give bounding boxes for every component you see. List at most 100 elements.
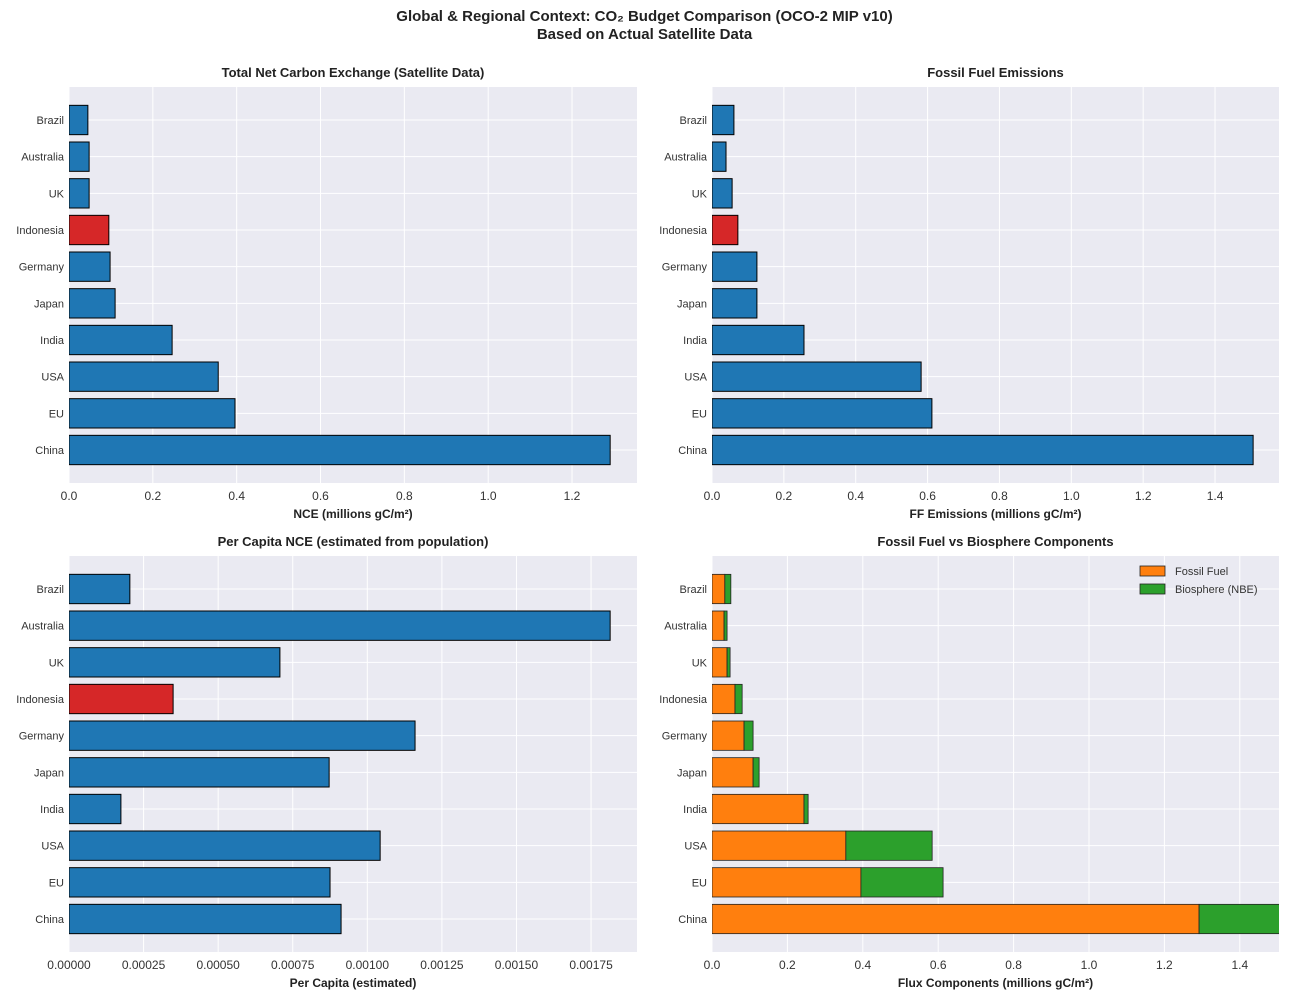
x-tick-label: 0.6 [312, 489, 329, 503]
x-tick-label: 0.00075 [271, 958, 315, 972]
y-tick-label: China [35, 914, 65, 926]
subplot-4: 0.0 0.2 0.4 0.6 0.8 1.0 1.2 1.4 China EU USA India J… [659, 534, 1279, 990]
y-tick-label: Indonesia [659, 694, 708, 706]
bar-fossil-brazil [712, 573, 726, 605]
bar-biosphere-japan [752, 757, 760, 788]
bar-japan [712, 288, 758, 319]
x-tick-label: 0.0 [61, 489, 78, 503]
bar-biosphere-brazil [724, 573, 732, 605]
x-tick-label: 1.0 [1081, 958, 1098, 972]
x-tick-label: 0.00100 [346, 958, 390, 972]
bar-eu [712, 398, 933, 429]
x-tick-label: 0.2 [779, 958, 796, 972]
legend: Fossil Fuel Biosphere (NBE) [1139, 565, 1258, 596]
bar-uk [69, 178, 90, 209]
bar-fossil-australia [712, 610, 725, 641]
bar-eu [69, 867, 331, 898]
x-tick-label: 0.8 [1005, 958, 1022, 972]
y-tick-label: Australia [21, 152, 65, 164]
bar-australia [712, 141, 727, 172]
y-tick-label: EU [49, 408, 64, 420]
y-tick-label: Brazil [679, 115, 707, 127]
y-tick-label: China [678, 445, 708, 457]
x-tick-label: 0.0 [704, 489, 721, 503]
x-tick-label: 0.6 [919, 489, 936, 503]
bar-biosphere-germany [743, 720, 754, 751]
y-tick-label: Japan [34, 767, 64, 779]
y-tick-label: Indonesia [659, 225, 708, 237]
bar-india [69, 324, 173, 356]
y-tick-label: EU [692, 408, 707, 420]
y-tick-label: UK [692, 657, 708, 669]
bars [69, 573, 611, 935]
y-tick-label: India [683, 335, 708, 347]
y-tick-label: Germany [19, 731, 65, 743]
legend-swatch [1139, 565, 1166, 577]
bar-china [712, 434, 1254, 466]
y-tick-label: USA [684, 841, 707, 853]
bar-biosphere-usa [845, 830, 933, 861]
bar-fossil-china [712, 903, 1200, 935]
x-tick-label: 0.0 [704, 958, 721, 972]
x-tick-label: 0.2 [144, 489, 161, 503]
bar-biosphere-india [803, 793, 809, 825]
bar-china [69, 434, 611, 466]
y-tick-label: USA [684, 372, 707, 384]
x-tick-label: 1.0 [480, 489, 497, 503]
bar-fossil-japan [712, 757, 754, 788]
x-tick-label: 0.6 [930, 958, 947, 972]
y-tick-label: Indonesia [16, 225, 65, 237]
bars [712, 104, 1254, 466]
x-tick-label: 0.4 [854, 958, 871, 972]
bar-japan [69, 288, 116, 319]
bar-fossil-indonesia [712, 683, 736, 715]
bar-indonesia [69, 683, 174, 715]
y-tick-label: Germany [662, 262, 708, 274]
x-tick-label: 0.00125 [420, 958, 464, 972]
y-tick-label: Australia [664, 621, 708, 633]
x-axis-label: Per Capita (estimated) [290, 976, 417, 990]
y-tick-label: UK [692, 188, 708, 200]
y-tick-label: Japan [677, 298, 707, 310]
bar-australia [69, 610, 611, 641]
y-tick-label: India [40, 804, 65, 816]
subplot-title: Fossil Fuel vs Biosphere Components [877, 534, 1113, 549]
bar-india [69, 793, 122, 825]
y-tick-label: Germany [662, 731, 708, 743]
y-tick-label: UK [49, 657, 65, 669]
y-tick-label: Japan [677, 767, 707, 779]
x-tick-label: 1.4 [1207, 489, 1224, 503]
bar-germany [69, 251, 111, 282]
y-tick-label: EU [692, 877, 707, 889]
bar-fossil-india [712, 793, 805, 825]
y-tick-label: Brazil [36, 584, 64, 596]
y-tick-label: USA [41, 372, 64, 384]
bar-japan [69, 757, 330, 788]
bar-fossil-eu [712, 867, 862, 898]
x-tick-label: 0.2 [776, 489, 793, 503]
x-tick-label: 1.0 [1063, 489, 1080, 503]
bar-uk [712, 178, 733, 209]
x-tick-label: 1.2 [1135, 489, 1152, 503]
y-tick-label: Australia [664, 152, 708, 164]
bars [712, 573, 1279, 935]
x-tick-label: 1.2 [564, 489, 581, 503]
bar-fossil-usa [712, 830, 847, 861]
bar-brazil [69, 104, 89, 136]
x-tick-label: 0.00000 [47, 958, 91, 972]
bar-indonesia [69, 214, 110, 246]
bar-germany [712, 251, 758, 282]
bar-uk [69, 647, 281, 678]
x-tick-label: 1.2 [1156, 958, 1173, 972]
bar-eu [69, 398, 236, 429]
y-tick-label: Japan [34, 298, 64, 310]
subplot-2: 0.0 0.2 0.4 0.6 0.8 1.0 1.2 1.4 China EU USA India J… [659, 65, 1279, 521]
x-axis-label: FF Emissions (millions gC/m²) [909, 507, 1081, 521]
bar-brazil [712, 104, 735, 136]
bar-germany [69, 720, 416, 751]
y-tick-label: USA [41, 841, 64, 853]
y-tick-label: India [40, 335, 65, 347]
y-tick-label: India [683, 804, 708, 816]
bar-biosphere-australia [723, 610, 728, 641]
